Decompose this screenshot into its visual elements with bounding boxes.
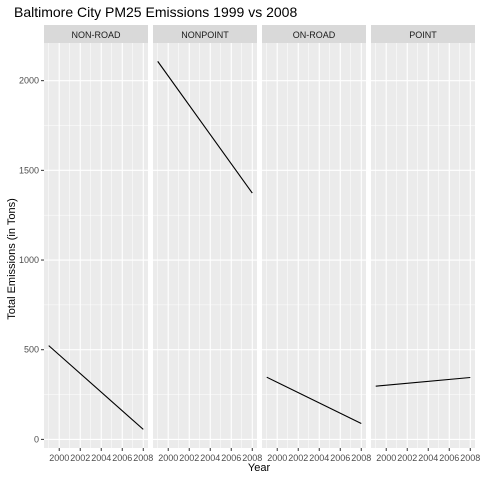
x-tick-label: 2006 bbox=[221, 453, 241, 463]
x-tick-label: 2004 bbox=[309, 453, 329, 463]
x-tick-label: 2002 bbox=[70, 453, 90, 463]
series-line-nonpoint bbox=[157, 61, 253, 194]
facet-strip-label: NONPOINT bbox=[181, 30, 229, 40]
chart-title: Baltimore City PM25 Emissions 1999 vs 20… bbox=[14, 4, 297, 20]
x-tick-label: 2008 bbox=[460, 453, 480, 463]
x-tick-label: 2008 bbox=[133, 453, 153, 463]
y-tick-label: 0 bbox=[34, 434, 39, 444]
facet-strip bbox=[44, 25, 148, 43]
panel-background bbox=[153, 43, 257, 448]
x-tick-label: 2006 bbox=[112, 453, 132, 463]
x-tick-label: 2000 bbox=[158, 453, 178, 463]
x-tick-label: 2000 bbox=[49, 453, 69, 463]
facet-panel-on-road: ON-ROAD 2000 2002 2004 2006 2008 bbox=[262, 25, 371, 463]
series-line-on-road bbox=[266, 376, 362, 425]
y-tick-label: 500 bbox=[24, 345, 39, 355]
x-tick-label: 2008 bbox=[351, 453, 371, 463]
x-tick-label: 2004 bbox=[91, 453, 111, 463]
x-tick-label: 2006 bbox=[439, 453, 459, 463]
facet-panel-nonpoint: NONPOINT 2000 2002 2004 2006 2008 bbox=[153, 25, 262, 463]
y-tick-label: 2000 bbox=[19, 76, 39, 86]
y-tick-label: 1500 bbox=[19, 165, 39, 175]
series-line-point bbox=[375, 376, 471, 387]
x-tick-label: 2002 bbox=[179, 453, 199, 463]
x-tick-label: 2004 bbox=[200, 453, 220, 463]
x-tick-label: 2006 bbox=[330, 453, 350, 463]
facet-panel-point: POINT 2000 2002 2004 2006 2008 bbox=[371, 25, 480, 463]
panel-background bbox=[262, 43, 366, 448]
facet-strip-label: ON-ROAD bbox=[293, 30, 336, 40]
y-axis-title: Total Emissions (in Tons) bbox=[6, 198, 18, 319]
x-tick-label: 2000 bbox=[267, 453, 287, 463]
series-line-non-road bbox=[48, 345, 144, 430]
y-tick-label: 1000 bbox=[19, 255, 39, 265]
facet-panel-non-road: NON-ROAD 2000 2002 2004 2006 2008 bbox=[44, 25, 153, 463]
x-tick-label: 2002 bbox=[397, 453, 417, 463]
x-tick-label: 2008 bbox=[242, 453, 262, 463]
facet-strip bbox=[262, 25, 366, 43]
panel-background bbox=[371, 43, 475, 448]
facet-strip bbox=[153, 25, 257, 43]
y-axis: 0 500 1000 1500 2000 bbox=[19, 76, 44, 444]
x-axis-title: Year bbox=[248, 462, 271, 474]
x-tick-label: 2002 bbox=[288, 453, 308, 463]
facet-strip bbox=[371, 25, 475, 43]
panel-background bbox=[44, 43, 148, 448]
x-tick-label: 2000 bbox=[376, 453, 396, 463]
facet-strip-label: POINT bbox=[409, 30, 437, 40]
facet-strip-label: NON-ROAD bbox=[72, 30, 121, 40]
x-tick-label: 2004 bbox=[418, 453, 438, 463]
